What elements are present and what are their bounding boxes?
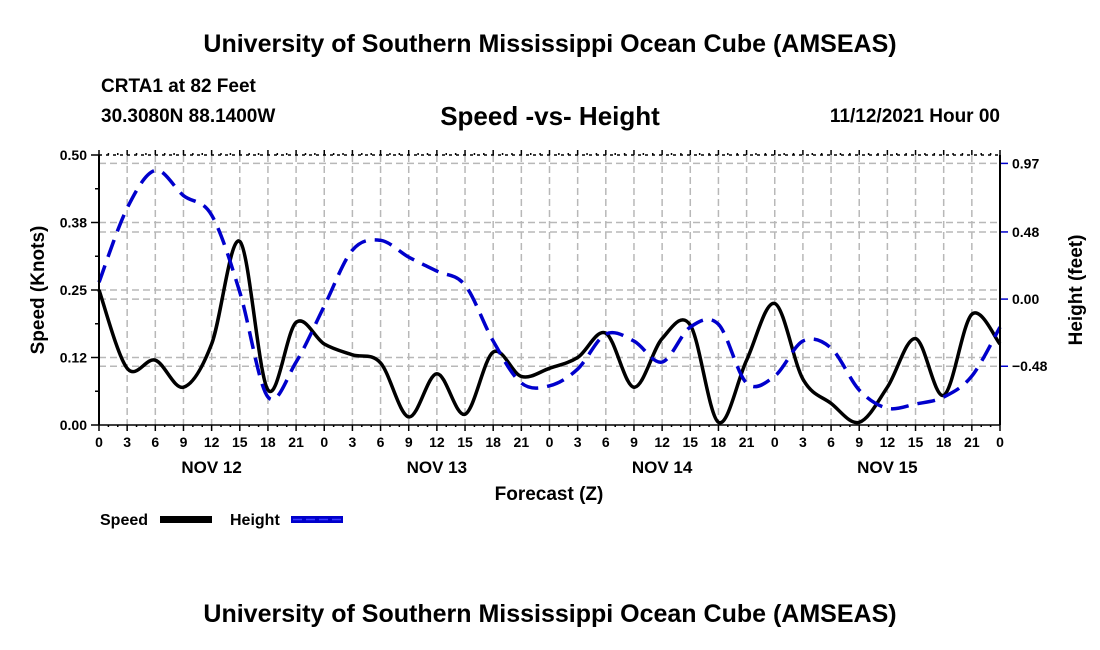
x-tick-label: 0 — [320, 434, 328, 450]
x-tick-label: 6 — [602, 434, 610, 450]
chart-main-title: University of Southern Mississippi Ocean… — [203, 30, 897, 58]
x-tick-label: 3 — [574, 434, 582, 450]
footer-title: University of Southern Mississippi Ocean… — [203, 600, 897, 628]
legend: Speed Height — [100, 512, 343, 529]
station-label: CRTA1 at 82 Feet — [101, 76, 256, 97]
axes — [91, 150, 1008, 431]
x-tick-label: 9 — [405, 434, 413, 450]
x-tick-label: 12 — [880, 434, 896, 450]
x-tick-label: 0 — [546, 434, 554, 450]
x-tick-label: 15 — [682, 434, 698, 450]
x-tick-label: 6 — [377, 434, 385, 450]
x-tick-label: 6 — [151, 434, 159, 450]
legend-swatch-height — [291, 516, 343, 523]
x-tick-label: 21 — [514, 434, 530, 450]
x-tick-label: 0 — [771, 434, 779, 450]
x-tick-label: 18 — [485, 434, 501, 450]
x-tick-label: 18 — [260, 434, 276, 450]
x-tick-label: 0 — [996, 434, 1004, 450]
day-label: NOV 12 — [181, 458, 241, 477]
x-tick-label: 21 — [964, 434, 980, 450]
x-axis-title: Forecast (Z) — [495, 484, 604, 505]
y-tick-label: 0.12 — [60, 350, 87, 366]
x-tick-label: 6 — [827, 434, 835, 450]
y2-tick-label: −0.48 — [1012, 358, 1048, 374]
x-tick-label: 3 — [123, 434, 131, 450]
y2-axis-title: Height (feet) — [1066, 235, 1087, 346]
x-tick-label: 12 — [654, 434, 670, 450]
x-tick-label: 9 — [630, 434, 638, 450]
x-tick-label: 3 — [349, 434, 357, 450]
day-label: NOV 13 — [407, 458, 467, 477]
series-line-speed — [97, 239, 1002, 425]
x-tick-label: 3 — [799, 434, 807, 450]
x-tick-label: 9 — [180, 434, 188, 450]
x-tick-label: 21 — [739, 434, 755, 450]
chart-subtitle: Speed -vs- Height — [440, 101, 660, 131]
coordinates-label: 30.3080N 88.1400W — [101, 106, 276, 127]
x-tick-label: 12 — [204, 434, 220, 450]
y-tick-label: 0.25 — [60, 282, 87, 298]
series-layer — [97, 168, 1002, 425]
x-tick-label: 12 — [429, 434, 445, 450]
y-tick-label: 0.00 — [60, 417, 87, 433]
y-tick-label: 0.38 — [60, 215, 87, 231]
y-axis-title: Speed (Knots) — [28, 226, 49, 355]
x-tick-label: 21 — [288, 434, 304, 450]
day-label: NOV 14 — [632, 458, 693, 477]
x-tick-label: 9 — [855, 434, 863, 450]
x-tick-label: 15 — [457, 434, 473, 450]
y2-tick-label: 0.97 — [1012, 155, 1039, 171]
forecast-datetime: 11/12/2021 Hour 00 — [829, 106, 1000, 127]
x-tick-label: 18 — [711, 434, 727, 450]
x-tick-label: 18 — [936, 434, 952, 450]
y2-tick-label: 0.48 — [1012, 224, 1039, 240]
x-tick-label: 0 — [95, 434, 103, 450]
legend-label-speed: Speed — [100, 512, 148, 529]
legend-swatch-speed — [160, 516, 212, 523]
x-tick-label: 15 — [232, 434, 248, 450]
day-label: NOV 15 — [857, 458, 917, 477]
legend-label-height: Height — [230, 512, 280, 529]
y2-tick-label: 0.00 — [1012, 291, 1039, 307]
axis-labels: 0 3 6 9 12 15 18 21 0 3 6 9 12 15 18 21 0 3 6 9 12 15 18 21 0 3 6 9… — [60, 147, 1048, 477]
y-tick-label: 0.50 — [60, 147, 87, 163]
x-tick-label: 15 — [908, 434, 924, 450]
